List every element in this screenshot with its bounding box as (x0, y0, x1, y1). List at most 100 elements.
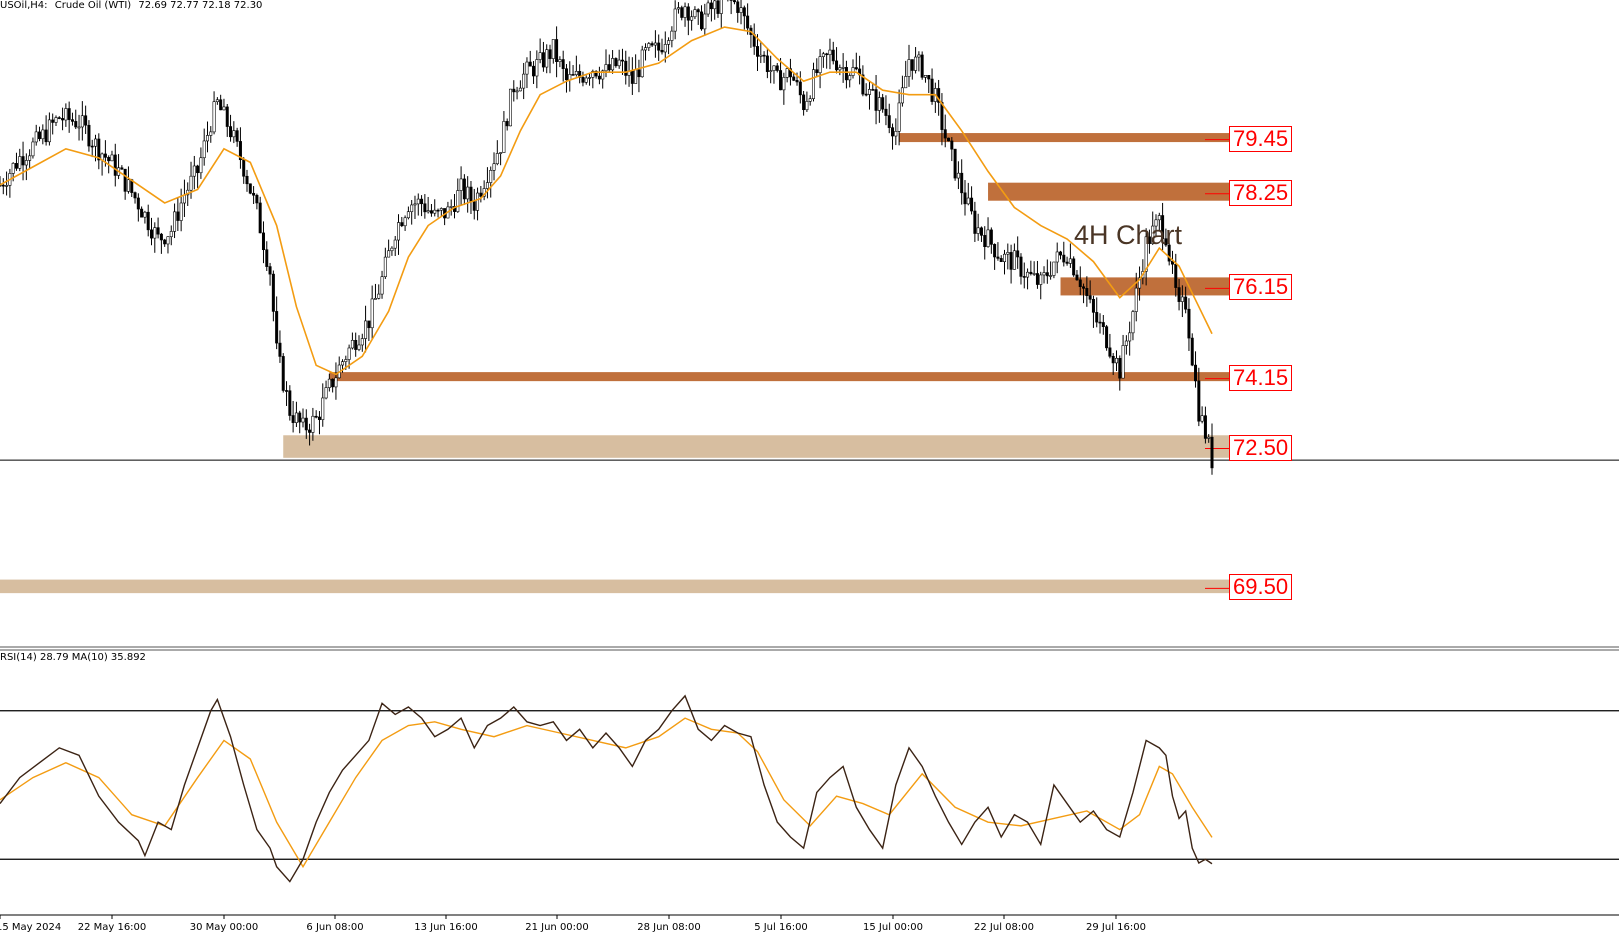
time-tick-label: 15 Jul 00:00 (863, 922, 923, 933)
candle (811, 69, 815, 99)
candle (947, 137, 951, 142)
candle (67, 108, 71, 120)
candle (647, 43, 651, 48)
candle (502, 121, 506, 153)
candle (294, 412, 298, 423)
candle (910, 59, 914, 71)
candle (541, 52, 545, 68)
candle (492, 163, 496, 171)
candle (1003, 253, 1007, 263)
candle (736, 1, 740, 13)
candle (732, 0, 736, 3)
candle (581, 77, 585, 83)
candle (515, 90, 519, 93)
candle (1052, 261, 1056, 276)
candle (897, 102, 901, 132)
candle (387, 250, 391, 258)
candle (624, 60, 628, 76)
candle (449, 206, 453, 208)
candle (1197, 380, 1201, 422)
chart-title: 4H Chart (1074, 220, 1183, 250)
candle (275, 311, 279, 344)
time-tick-label: 29 Jul 16:00 (1086, 922, 1146, 933)
rsi-ma-line (0, 717, 1213, 869)
candle (706, 2, 710, 15)
candle (255, 194, 259, 204)
candle (1190, 337, 1194, 366)
candle (199, 157, 203, 174)
candle (772, 65, 776, 71)
candle (1049, 275, 1053, 277)
candle (657, 42, 661, 51)
candle (327, 378, 331, 388)
candle (1177, 287, 1181, 302)
candle (57, 117, 61, 119)
candle (611, 58, 615, 71)
candle (877, 97, 881, 111)
candle (202, 140, 206, 159)
candle (841, 67, 845, 69)
candle (785, 68, 789, 78)
candle (831, 49, 835, 62)
candle (420, 198, 424, 205)
candle (1144, 236, 1148, 272)
candle (700, 11, 704, 30)
candle (538, 52, 542, 60)
candle (884, 108, 888, 116)
level-label-72-50: 72.50 (1229, 434, 1293, 461)
candle (248, 183, 252, 194)
candle (225, 106, 229, 127)
candle (950, 140, 954, 150)
candle (1194, 364, 1198, 382)
candle (775, 65, 779, 71)
candle (308, 429, 312, 433)
candle (324, 387, 328, 399)
candle (719, 0, 723, 14)
candle (1091, 298, 1095, 313)
candle (1210, 436, 1214, 469)
zone-79-45 (899, 133, 1230, 143)
candle (739, 7, 743, 13)
candle (1095, 312, 1099, 323)
candle (472, 201, 476, 211)
candle (94, 138, 98, 147)
candle (436, 209, 440, 212)
candle (532, 65, 536, 77)
candle (301, 417, 305, 423)
candle (782, 77, 786, 91)
candle (70, 119, 74, 122)
zones (0, 133, 1232, 594)
candle (505, 121, 509, 127)
candle (545, 49, 549, 68)
candle (746, 15, 750, 29)
candle (265, 249, 269, 267)
candle (41, 129, 45, 140)
candle (321, 397, 325, 420)
candle (861, 74, 865, 95)
candle (304, 417, 308, 431)
candle (588, 77, 592, 79)
candle (311, 415, 315, 433)
candle (1114, 357, 1118, 364)
candle (143, 211, 147, 218)
candle (291, 415, 295, 423)
candle (1203, 415, 1207, 439)
candle (34, 131, 38, 143)
candle (1078, 279, 1082, 288)
candle (331, 378, 335, 388)
candle (212, 101, 216, 133)
candle (927, 75, 931, 80)
candle (891, 127, 895, 137)
candle (854, 67, 858, 70)
candle (779, 70, 783, 91)
candle (222, 106, 226, 111)
candle (528, 61, 532, 67)
candle (940, 102, 944, 130)
candle (887, 115, 891, 128)
candle (341, 361, 345, 366)
candle (620, 59, 624, 62)
candle (597, 75, 601, 80)
time-tick-label: 30 May 00:00 (190, 922, 259, 933)
candle (245, 175, 249, 185)
candle (360, 338, 364, 346)
